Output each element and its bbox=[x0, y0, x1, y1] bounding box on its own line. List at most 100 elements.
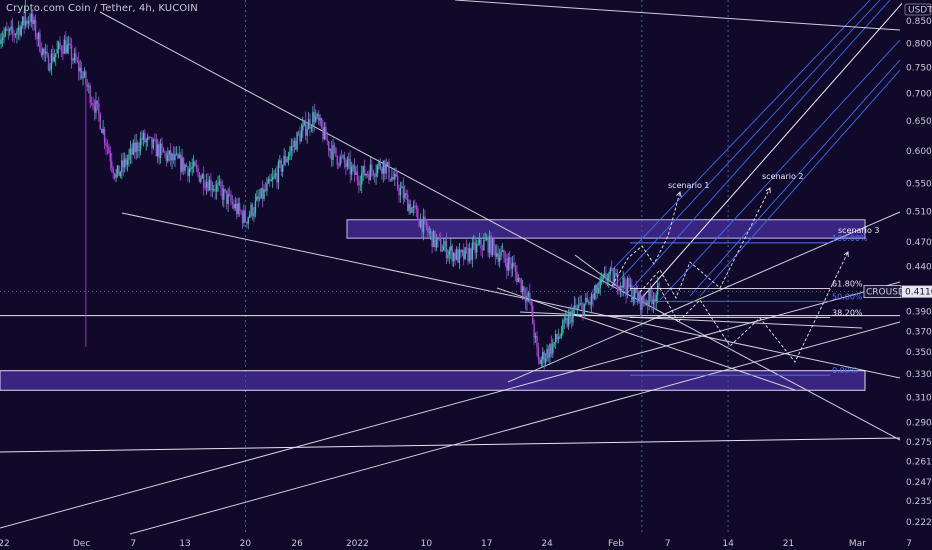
scenario-annotations: scenario 1 scenario 2 scenario 3 bbox=[668, 172, 880, 235]
candle-body bbox=[566, 318, 568, 327]
candle-body bbox=[118, 165, 120, 176]
candle-body bbox=[263, 189, 265, 199]
candle-body bbox=[411, 207, 413, 213]
candle-body bbox=[343, 155, 346, 163]
candle-body bbox=[481, 248, 484, 251]
candle-body bbox=[303, 120, 305, 125]
scenario-arrowhead bbox=[843, 251, 849, 258]
candle-body bbox=[236, 204, 238, 215]
candle-body bbox=[201, 174, 203, 179]
candle-body bbox=[141, 138, 143, 140]
candle-body bbox=[422, 216, 425, 233]
candle-body bbox=[623, 277, 626, 287]
candle-body bbox=[603, 273, 606, 276]
candle-body bbox=[234, 204, 237, 209]
candle-body bbox=[530, 302, 532, 306]
candle-body bbox=[588, 302, 590, 303]
candle-body bbox=[169, 150, 172, 161]
ascending-channel bbox=[592, 0, 906, 301]
candle-body bbox=[126, 159, 129, 165]
candle-body bbox=[257, 196, 259, 199]
candle-body bbox=[369, 164, 372, 181]
candle-body bbox=[441, 250, 443, 252]
candle-body bbox=[606, 279, 609, 281]
resistance-zone bbox=[346, 219, 866, 239]
time-tick-label: 20 bbox=[240, 539, 252, 549]
candle-body bbox=[191, 167, 193, 169]
candle-body bbox=[188, 168, 191, 176]
candle-body bbox=[582, 303, 584, 316]
symbol-badge bbox=[863, 285, 902, 299]
time-tick-label: 24 bbox=[541, 539, 553, 549]
candle-body bbox=[628, 278, 630, 288]
candle-body bbox=[224, 189, 226, 191]
candle-body bbox=[470, 248, 472, 260]
candle-body bbox=[238, 202, 241, 211]
candle-body bbox=[228, 194, 231, 195]
time-axis[interactable]: 22 Dec 7 13 20 26 2022 10 17 24 Feb 7 14 21 Mar 7 bbox=[0, 536, 932, 550]
candle-body bbox=[266, 183, 268, 191]
candle-body bbox=[192, 161, 195, 168]
candle-body bbox=[335, 147, 337, 156]
candle-body bbox=[483, 240, 485, 251]
candle-body bbox=[146, 136, 149, 141]
candle-body bbox=[138, 150, 140, 152]
candle-body bbox=[158, 144, 160, 159]
candle-body bbox=[608, 274, 610, 280]
candle-body bbox=[550, 344, 553, 354]
candle-body bbox=[645, 302, 647, 305]
candle-body bbox=[3, 33, 5, 38]
candle-body bbox=[50, 53, 53, 69]
trendline bbox=[496, 287, 796, 391]
candle-body bbox=[432, 231, 435, 248]
candle-body bbox=[480, 239, 482, 249]
candle-body bbox=[213, 189, 215, 191]
candle-body bbox=[340, 156, 343, 158]
candle-body bbox=[175, 153, 178, 155]
candle-body bbox=[256, 196, 258, 201]
candle-body bbox=[605, 273, 607, 281]
candle-body bbox=[70, 44, 73, 61]
candle-body bbox=[497, 253, 499, 262]
candle-body bbox=[396, 175, 399, 189]
candle-body bbox=[149, 136, 152, 138]
candle-body bbox=[451, 246, 453, 262]
candle-body bbox=[358, 180, 360, 185]
candle-body bbox=[148, 136, 150, 138]
time-tick-label: 7 bbox=[130, 539, 136, 549]
candle-body bbox=[408, 204, 410, 212]
candle-body bbox=[654, 299, 656, 302]
candle-body bbox=[615, 273, 617, 276]
candle-body bbox=[273, 175, 275, 178]
candle-body bbox=[26, 20, 28, 24]
candle-body bbox=[534, 335, 537, 338]
support-zone bbox=[0, 370, 866, 391]
candle-body bbox=[14, 34, 17, 36]
candle-body bbox=[431, 231, 433, 248]
candle-body bbox=[486, 237, 488, 240]
candle-body bbox=[131, 148, 133, 155]
candle-body bbox=[569, 311, 571, 315]
candle-body bbox=[27, 21, 30, 24]
candle-body bbox=[549, 344, 551, 358]
candle-body bbox=[348, 159, 350, 161]
time-tick-label: 2022 bbox=[346, 539, 369, 549]
candle-body bbox=[297, 132, 300, 134]
candle-body bbox=[349, 159, 351, 175]
fib-label: 0.00% bbox=[832, 366, 858, 375]
candle-body bbox=[145, 140, 147, 142]
candle-body bbox=[490, 235, 492, 255]
candle-body bbox=[362, 166, 364, 174]
candle-body bbox=[210, 179, 212, 190]
candle-body bbox=[613, 275, 616, 284]
candle-body bbox=[60, 47, 63, 52]
